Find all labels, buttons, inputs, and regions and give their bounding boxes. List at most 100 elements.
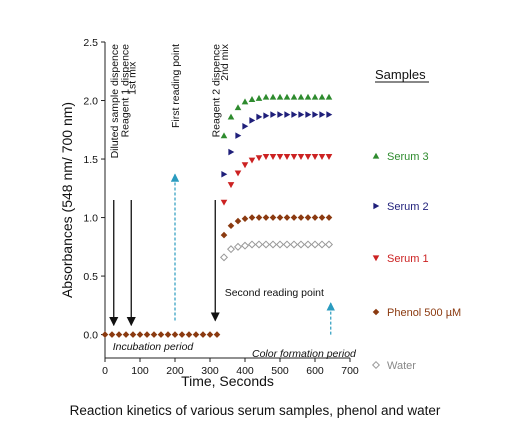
data-point: [310, 240, 320, 249]
data-point: [136, 331, 144, 338]
data-point: [311, 93, 319, 100]
data-point: [312, 111, 319, 118]
data-point: [372, 255, 380, 262]
data-point: [241, 215, 249, 223]
y-tick-label: 2.5: [83, 37, 98, 49]
data-point: [324, 240, 334, 249]
figure-caption: Reaction kinetics of various serum sampl…: [69, 403, 441, 418]
x-axis-label: Time, Seconds: [181, 373, 274, 389]
data-point: [283, 154, 291, 160]
data-point: [240, 241, 250, 250]
data-point: [101, 331, 109, 338]
data-point: [242, 122, 249, 130]
data-point: [318, 154, 326, 160]
data-point: [221, 170, 228, 178]
data-point: [247, 240, 257, 249]
data-point: [255, 155, 263, 162]
data-point: [261, 240, 271, 249]
annotation-diluted-sample-dispence: Diluted sample dispence: [109, 44, 121, 159]
legend-item: Serum 3: [372, 151, 429, 163]
data-point: [192, 331, 200, 338]
x-tick-label: 400: [236, 365, 254, 377]
data-point: [270, 111, 277, 118]
data-point: [276, 154, 284, 160]
data-point: [220, 132, 228, 139]
data-point: [373, 202, 380, 210]
data-point: [234, 104, 242, 111]
data-point: [255, 214, 263, 221]
data-point: [318, 214, 326, 221]
data-point: [326, 111, 333, 118]
y-tick-label: 1.5: [83, 154, 98, 166]
data-point: [305, 111, 312, 118]
data-point: [325, 214, 333, 221]
data-point: [269, 154, 277, 160]
data-point: [185, 331, 193, 338]
data-point: [304, 214, 312, 221]
annotation-1st-mix: 1st mix: [126, 61, 138, 95]
data-point: [157, 331, 165, 338]
data-point: [206, 331, 214, 338]
legend-label: Serum 2: [387, 201, 429, 213]
series-serum-2: [221, 111, 333, 178]
data-point: [108, 331, 116, 338]
data-point: [220, 231, 228, 239]
data-point: [303, 240, 313, 249]
data-point: [241, 162, 249, 169]
data-point: [262, 93, 270, 100]
data-point: [325, 154, 333, 160]
legend-title: Samples: [375, 67, 426, 82]
data-point: [319, 111, 326, 118]
data-point: [262, 214, 270, 221]
x-tick-label: 200: [166, 365, 184, 377]
x-tick-label: 500: [271, 365, 289, 377]
data-point: [248, 96, 256, 102]
series-serum-3: [101, 93, 333, 338]
data-point: [227, 222, 235, 230]
data-point: [115, 331, 123, 338]
data-point: [249, 117, 256, 124]
data-point: [290, 93, 298, 100]
data-point: [254, 240, 264, 249]
data-point: [219, 253, 229, 262]
annotation-incubation-period: Incubation period: [113, 341, 195, 353]
data-point: [248, 157, 256, 164]
legend-label: Phenol 500 µM: [387, 307, 461, 319]
legend-label: Water: [387, 360, 416, 372]
data-point: [268, 240, 278, 249]
data-point: [297, 154, 305, 160]
data-point: [256, 113, 263, 121]
y-tick-label: 2.0: [83, 96, 98, 108]
y-tick-label: 0.5: [83, 271, 98, 283]
data-point: [263, 112, 270, 120]
data-point: [226, 245, 236, 254]
legend-item: Water: [371, 360, 416, 372]
data-point: [241, 98, 249, 105]
data-point: [255, 94, 263, 101]
y-tick-label: 0.0: [83, 330, 98, 342]
x-tick-label: 600: [306, 365, 324, 377]
data-point: [297, 93, 305, 100]
data-point: [235, 132, 242, 139]
data-point: [304, 154, 312, 160]
data-point: [283, 214, 291, 221]
data-point: [311, 214, 319, 221]
data-point: [178, 331, 186, 338]
data-point: [227, 182, 235, 189]
data-point: [220, 199, 228, 206]
data-point: [311, 154, 319, 160]
data-point: [289, 240, 299, 249]
legend-label: Serum 1: [387, 253, 429, 265]
data-point: [171, 331, 179, 338]
x-tick-label: 300: [201, 365, 219, 377]
series-phenol-500-m: [220, 214, 333, 239]
data-point: [164, 331, 172, 338]
data-point: [150, 331, 158, 338]
data-point: [304, 93, 312, 100]
data-point: [372, 152, 380, 159]
data-point: [284, 111, 291, 118]
data-point: [143, 331, 151, 338]
annotation-2nd-mix: 2nd mix: [219, 43, 231, 81]
data-point: [269, 93, 277, 100]
